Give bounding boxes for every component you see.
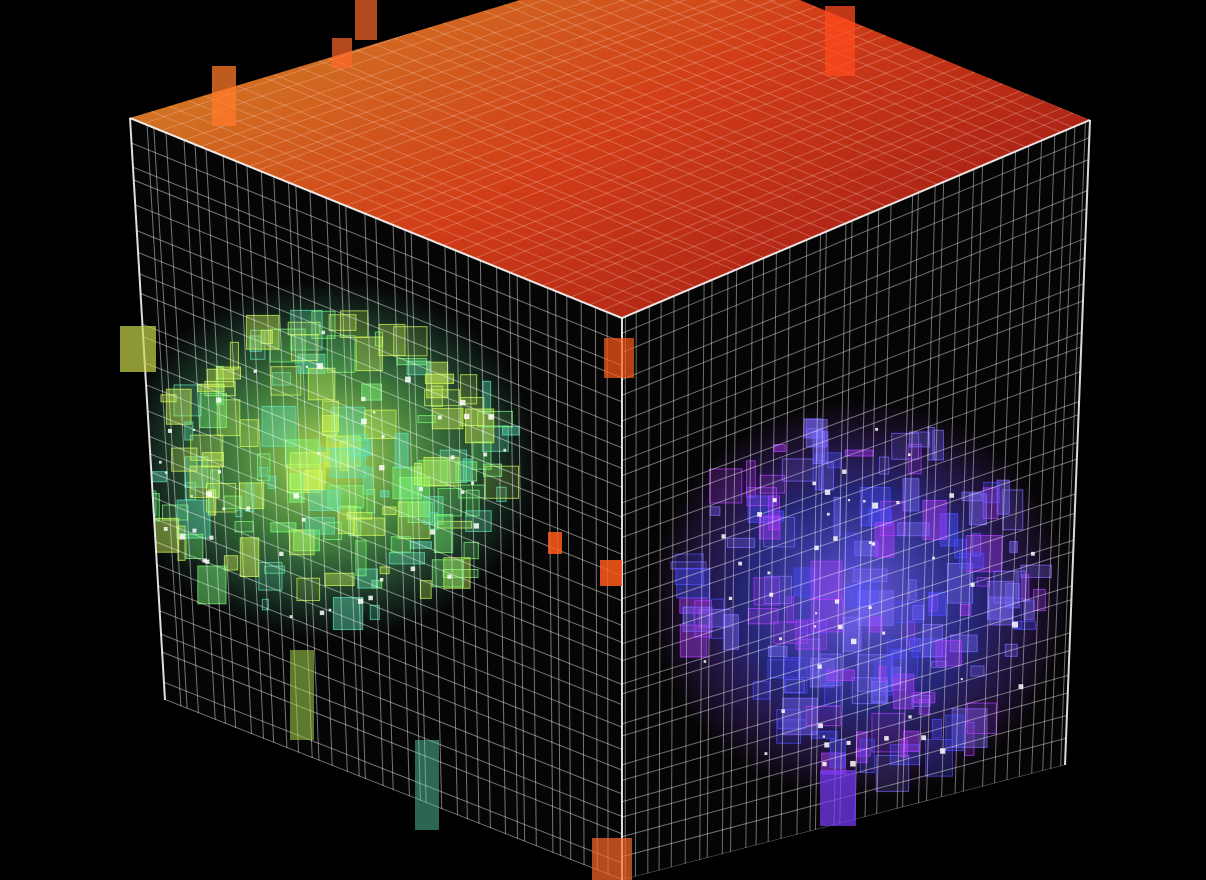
cube-left-face bbox=[130, 118, 622, 880]
cube-edges bbox=[129, 117, 1091, 880]
blue-data-cluster bbox=[670, 418, 1052, 792]
green-data-cluster bbox=[134, 309, 520, 630]
cube-top-face bbox=[130, 0, 1090, 318]
protruding-blocks bbox=[120, 0, 856, 880]
cube-right-face bbox=[622, 120, 1090, 880]
